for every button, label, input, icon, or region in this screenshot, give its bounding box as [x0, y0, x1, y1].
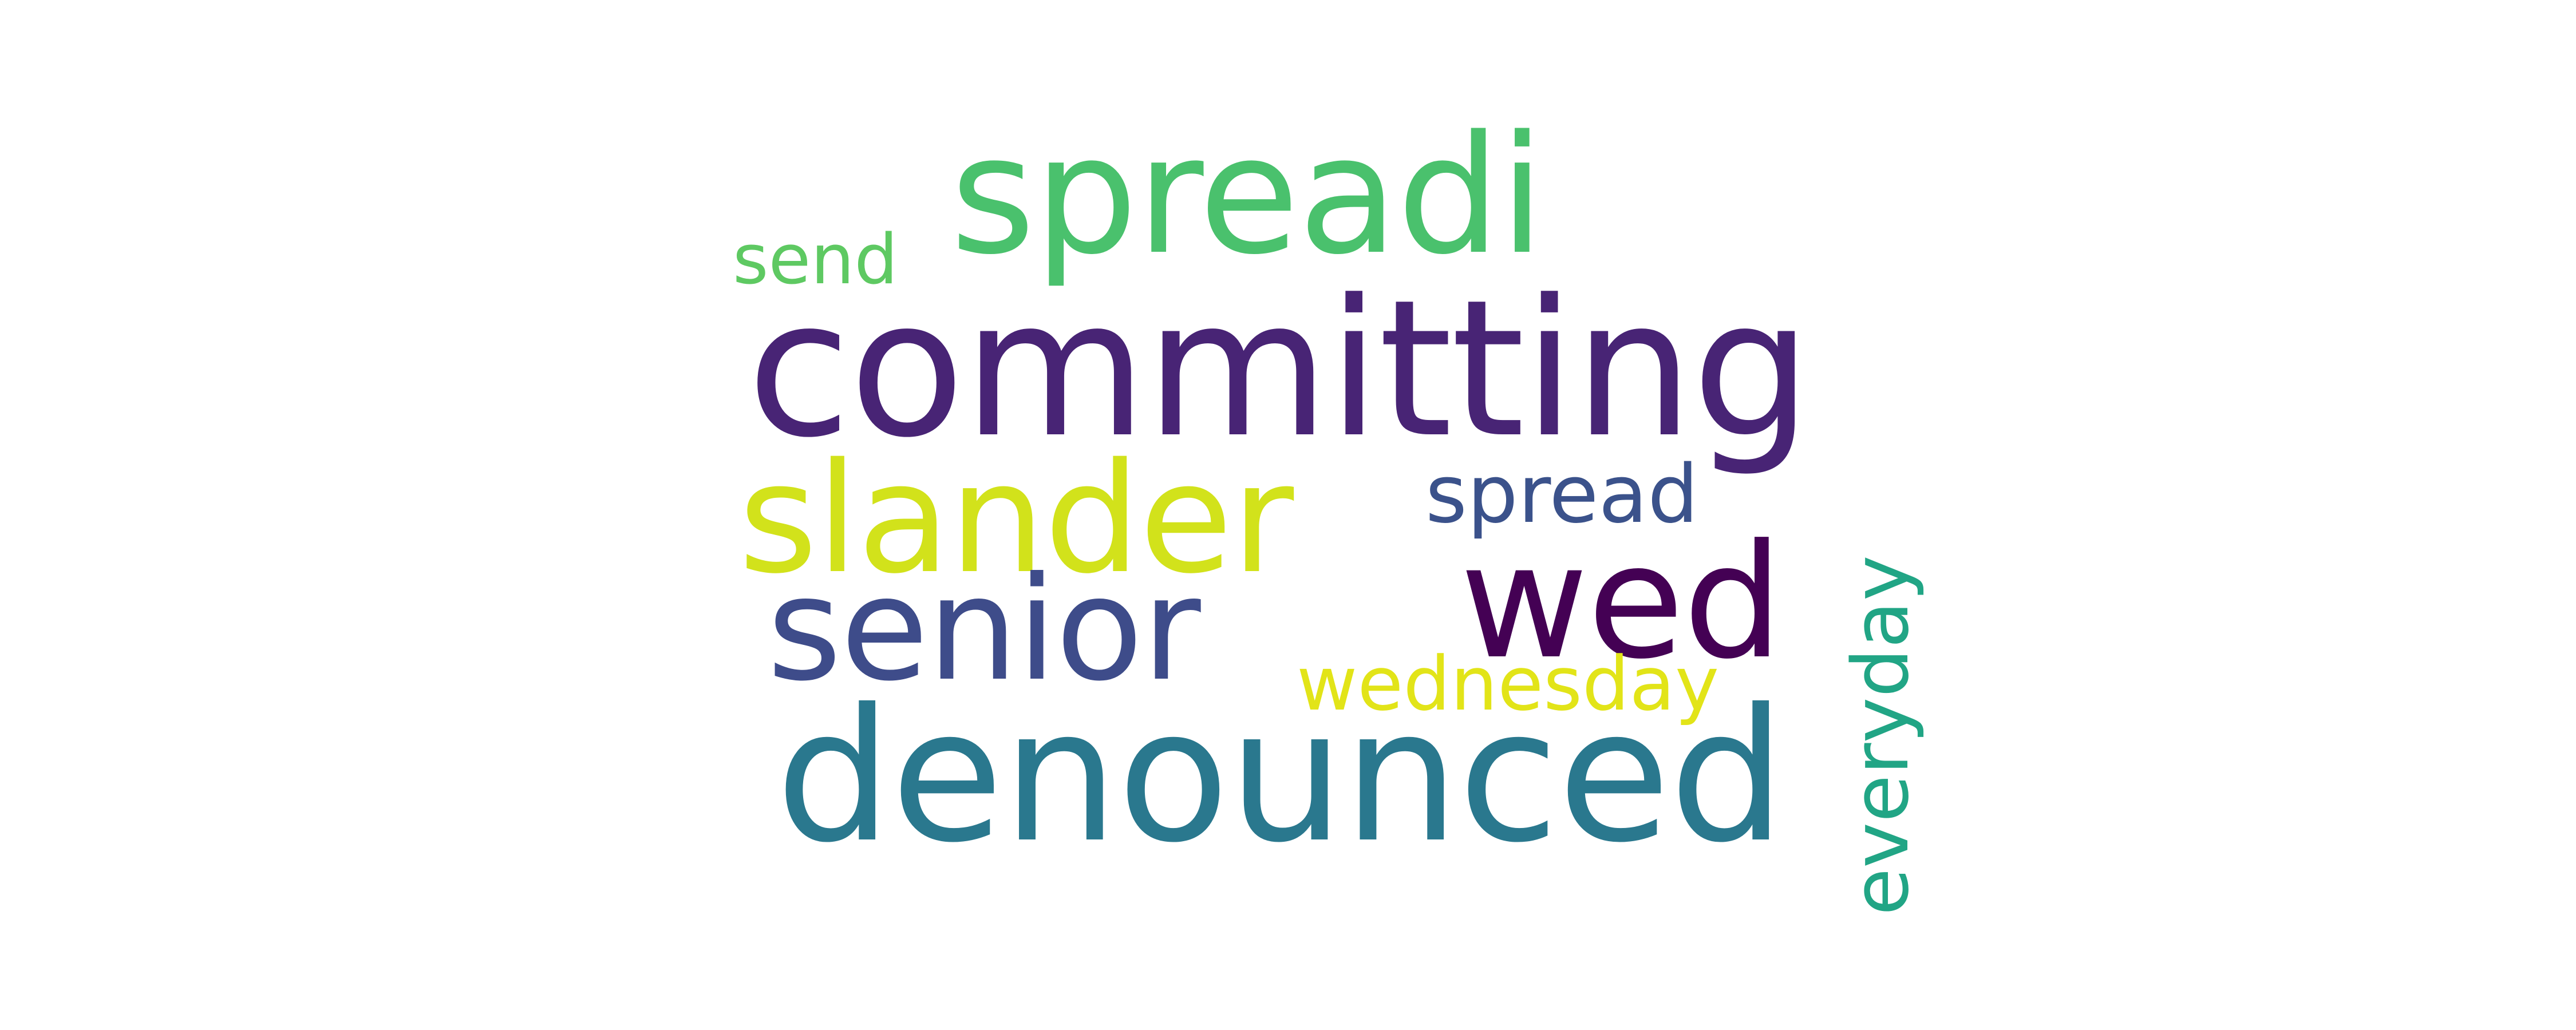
word-senior: senior: [767, 546, 1201, 712]
word-committing: committing: [747, 259, 1812, 479]
word-wednesday: wednesday: [1297, 640, 1720, 727]
word-spread: spread: [1425, 448, 1699, 541]
word-spreadi: spreadi: [950, 101, 1544, 291]
word-everyday: everyday: [1836, 555, 1926, 916]
word-wed: wed: [1460, 510, 1783, 694]
word-slander: slander: [738, 431, 1294, 607]
word-denounced: denounced: [776, 670, 1785, 883]
word-send: send: [733, 220, 898, 300]
